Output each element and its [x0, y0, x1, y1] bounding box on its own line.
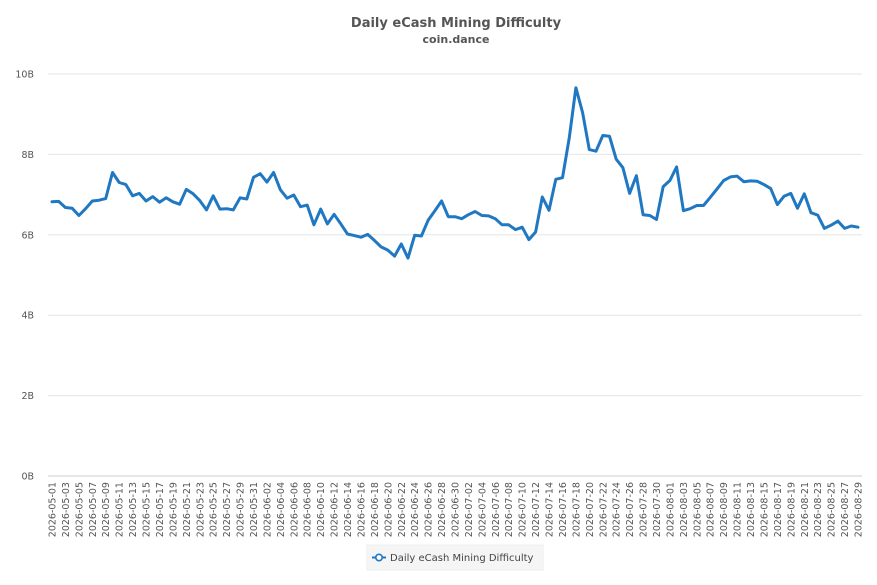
x-tick-label: 2026-06-24: [410, 482, 421, 537]
x-tick-label: 2026-05-13: [128, 482, 139, 537]
x-tick-label: 2026-08-03: [679, 482, 690, 537]
x-tick-label: 2026-08-15: [759, 482, 770, 537]
x-tick-label: 2026-07-18: [571, 482, 582, 537]
x-tick-label: 2026-06-26: [424, 482, 435, 537]
x-tick-label: 2026-06-18: [370, 482, 381, 537]
x-tick-label: 2026-05-19: [168, 482, 179, 537]
x-tick-label: 2026-05-01: [48, 482, 59, 537]
x-tick-label: 2026-07-28: [639, 482, 650, 537]
x-tick-label: 2026-08-23: [813, 482, 824, 537]
x-tick-label: 2026-08-29: [854, 482, 865, 537]
gridlines: [48, 73, 862, 477]
x-tick-label: 2026-08-13: [746, 482, 757, 537]
x-tick-label: 2026-05-25: [209, 482, 220, 537]
x-tick-label: 2026-05-11: [115, 482, 126, 537]
x-tick-label: 2026-06-10: [316, 482, 327, 537]
series-layer: [50, 86, 860, 260]
y-tick-label: 4B: [21, 311, 34, 322]
chart-title: Daily eCash Mining Difficulty: [351, 16, 562, 31]
x-tick-label: 2026-06-30: [451, 482, 462, 537]
x-tick-label: 2026-06-16: [356, 482, 367, 537]
x-tick-label: 2026-08-21: [800, 482, 811, 537]
x-tick-label: 2026-07-04: [477, 482, 488, 537]
x-tick-label: 2026-05-03: [61, 482, 72, 537]
x-tick-label: 2026-06-08: [303, 482, 314, 537]
x-tick-label: 2026-08-07: [706, 482, 717, 537]
x-tick-label: 2026-07-12: [531, 482, 542, 537]
x-tick-label: 2026-05-05: [74, 482, 85, 537]
x-tick-label: 2026-05-27: [222, 482, 233, 537]
x-tick-label: 2026-05-21: [182, 482, 193, 537]
y-tick-label: 6B: [21, 230, 34, 241]
x-tick-label: 2026-06-02: [262, 482, 273, 537]
x-tick-label: 2026-06-14: [343, 482, 354, 537]
x-tick-label: 2026-06-28: [437, 482, 448, 537]
y-tick-label: 8B: [21, 150, 34, 161]
chart-subtitle: coin.dance: [423, 33, 490, 46]
x-tick-label: 2026-07-30: [652, 482, 663, 537]
x-tick-label: 2026-06-22: [397, 482, 408, 537]
y-tick-label: 10B: [15, 70, 34, 81]
x-tick-label: 2026-05-07: [88, 482, 99, 537]
x-tick-label: 2026-07-20: [585, 482, 596, 537]
x-tick-label: 2026-07-08: [504, 482, 515, 537]
x-tick-label: 2026-05-29: [236, 482, 247, 537]
x-tick-label: 2026-07-02: [464, 482, 475, 537]
x-tick-label: 2026-07-16: [558, 482, 569, 537]
y-tick-label: 2B: [21, 391, 34, 402]
series-line: [50, 86, 860, 260]
x-tick-label: 2026-05-23: [195, 482, 206, 537]
legend-box: [366, 544, 544, 571]
x-tick-label: 2026-06-06: [289, 482, 300, 537]
x-axis-tick-labels: 2026-05-01 2026-05-03 2026-05-05 2026-05-07…: [48, 482, 865, 537]
x-tick-label: 2026-07-10: [518, 482, 529, 537]
x-tick-label: 2026-08-11: [733, 482, 744, 537]
legend-label: Daily eCash Mining Difficulty: [390, 553, 534, 564]
x-tick-label: 2026-06-04: [276, 482, 287, 537]
x-tick-label: 2026-05-09: [101, 482, 112, 537]
x-tick-label: 2026-06-20: [383, 482, 394, 537]
y-tick-label: 0B: [21, 472, 34, 483]
x-tick-label: 2026-07-22: [598, 482, 609, 537]
x-tick-label: 2026-08-25: [827, 482, 838, 537]
legend[interactable]: Daily eCash Mining Difficulty: [366, 544, 544, 571]
x-tick-label: 2026-08-27: [840, 482, 851, 537]
x-tick-label: 2026-08-19: [786, 482, 797, 537]
x-tick-label: 2026-05-17: [155, 482, 166, 537]
y-axis-tick-labels: 0B 2B 4B 6B 8B 10B: [15, 70, 34, 483]
x-tick-label: 2026-08-09: [719, 482, 730, 537]
x-tick-label: 2026-07-24: [612, 482, 623, 537]
x-tick-label: 2026-08-17: [773, 482, 784, 537]
x-tick-label: 2026-05-15: [142, 482, 153, 537]
x-tick-label: 2026-05-31: [249, 482, 260, 537]
legend-marker-icon: [374, 553, 383, 562]
x-tick-label: 2026-08-01: [665, 482, 676, 537]
x-tick-label: 2026-08-05: [692, 482, 703, 537]
x-tick-label: 2026-06-12: [330, 482, 341, 537]
x-tick-label: 2026-07-26: [625, 482, 636, 537]
x-tick-label: 2026-07-06: [491, 482, 502, 537]
x-tick-label: 2026-07-14: [545, 482, 556, 537]
